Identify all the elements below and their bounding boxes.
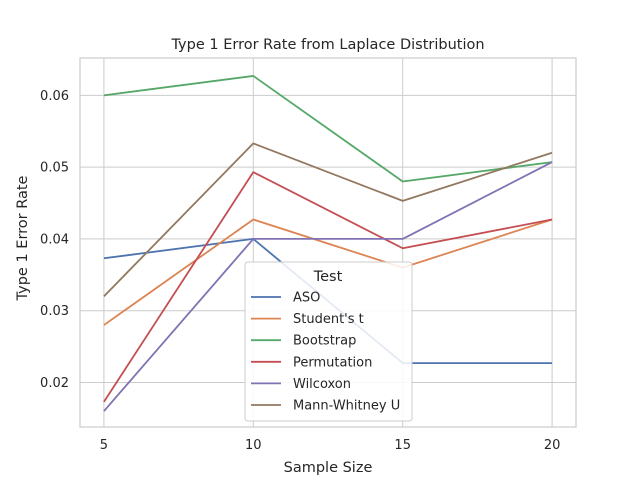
legend-entry-permutation: Permutation (251, 355, 372, 370)
series-line-mann-whitney-u (103, 142, 553, 297)
x-tick-label: 5 (100, 438, 108, 453)
legend-entry-aso: ASO (251, 291, 320, 306)
x-tick-label: 20 (544, 438, 561, 453)
legend-entry-bootstrap: Bootstrap (251, 334, 356, 349)
y-tick-label: 0.03 (40, 304, 69, 319)
y-axis-label: Type 1 Error Rate (15, 175, 31, 301)
y-tick-label: 0.05 (40, 161, 69, 176)
series-line-wilcoxon (103, 161, 553, 412)
legend-label: Mann-Whitney U (293, 399, 400, 414)
legend-box (244, 261, 413, 422)
series-lines (103, 75, 553, 412)
plot-area (79, 57, 577, 428)
series-line-student-s-t (103, 218, 553, 326)
legend-label: Student's t (293, 312, 364, 327)
y-tick-label: 0.04 (40, 232, 69, 247)
x-tick-label: 15 (394, 438, 411, 453)
series-line-permutation (103, 171, 553, 403)
x-axis-label: Sample Size (284, 460, 373, 476)
legend-label: Bootstrap (293, 334, 356, 349)
y-tick-label: 0.06 (40, 89, 69, 104)
x-tick-label: 10 (245, 438, 262, 453)
legend-label: Permutation (293, 355, 372, 370)
y-axis-ticks: 0.02 0.03 0.04 0.05 0.06 (40, 89, 69, 391)
series-line-bootstrap (103, 75, 553, 183)
legend-label: Wilcoxon (293, 377, 351, 392)
legend-entry-wilcoxon: Wilcoxon (251, 377, 351, 392)
legend-entry-student-s-t: Student's t (251, 312, 364, 327)
legend-entry-mann-whitney-u: Mann-Whitney U (251, 399, 400, 414)
legend-label: ASO (293, 291, 320, 306)
chart-title: Type 1 Error Rate from Laplace Distribut… (170, 37, 484, 53)
legend: Test ASO Student's t Bootstrap Permutation W… (244, 261, 413, 422)
x-axis-ticks: 5 10 15 20 (100, 438, 561, 453)
legend-title: Test (313, 269, 343, 285)
legend-entries: ASO Student's t Bootstrap Permutation Wilcox… (251, 291, 400, 414)
y-tick-label: 0.02 (40, 376, 69, 391)
